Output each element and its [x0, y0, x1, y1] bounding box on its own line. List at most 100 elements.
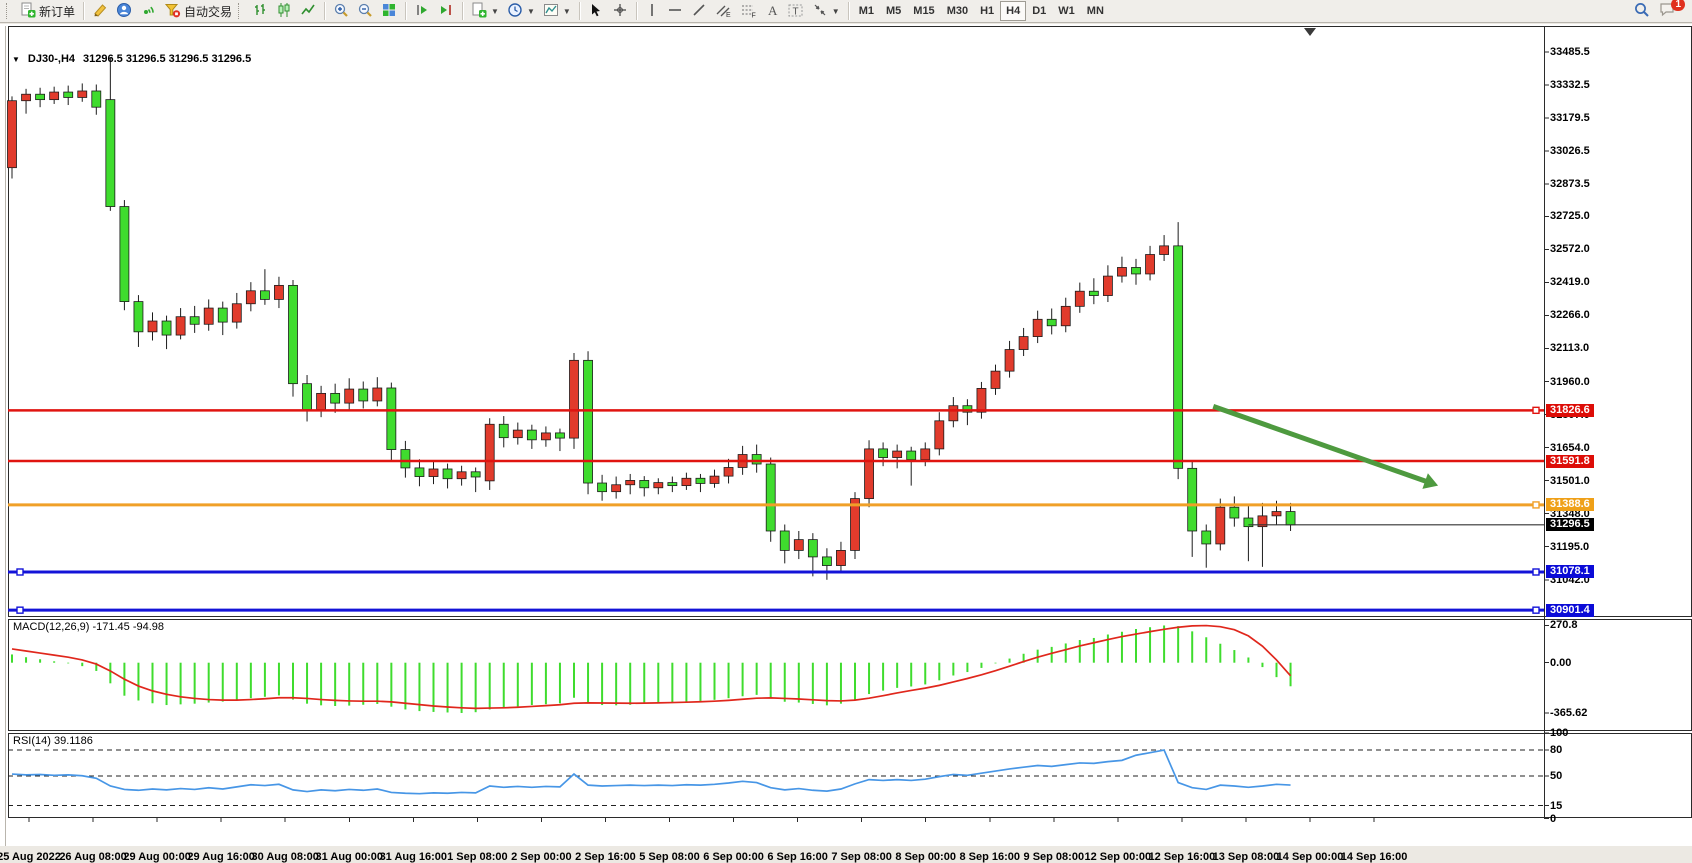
chart-window[interactable]: ▼ DJ30-,H4 31296.5 31296.5 31296.5 31296… [0, 24, 1692, 863]
cursor-arrow-icon [588, 2, 604, 21]
candle-down [217, 307, 228, 323]
price-tick-label: 33485.5 [1550, 46, 1590, 58]
candle-down [1285, 511, 1296, 526]
time-tick-label: 5 Sep 08:00 [639, 851, 700, 863]
candle-down [779, 530, 790, 551]
timeframe-w1[interactable]: W1 [1058, 5, 1075, 17]
timeframe-d1[interactable]: D1 [1032, 5, 1047, 17]
signals-button[interactable] [136, 1, 160, 21]
candle-down [1173, 245, 1184, 469]
search-button[interactable] [1629, 1, 1654, 21]
trendline-tool[interactable] [687, 1, 711, 21]
notifications-button[interactable]: 1 [1654, 0, 1685, 21]
time-tick-label: 14 Sep 16:00 [1340, 851, 1408, 863]
candle-up [1060, 305, 1071, 327]
time-tick-label: 2 Sep 00:00 [511, 851, 572, 863]
line-chart-button[interactable] [296, 1, 320, 21]
tile-windows-button[interactable] [377, 1, 401, 21]
candle-up [1215, 506, 1226, 545]
toolbar-grip[interactable] [238, 3, 244, 19]
ohlc-bars-icon [252, 2, 268, 21]
time-tick-label: 1 Sep 08:00 [447, 851, 508, 863]
mql-community-button[interactable] [112, 1, 136, 21]
arrows-tool-dropdown[interactable]: ▼ [808, 1, 844, 21]
timeframe-h1[interactable]: H1 [980, 5, 995, 17]
bar-chart-button[interactable] [248, 1, 272, 21]
price-tick-label: 31960.0 [1550, 375, 1590, 388]
timeframe-m1[interactable]: M1 [858, 5, 874, 17]
candle-up [484, 423, 495, 482]
candle-down [442, 468, 453, 480]
auto-scroll-button[interactable] [410, 1, 434, 21]
candle-down [302, 383, 312, 410]
time-tick-label: 25 Aug 2022 [0, 851, 61, 863]
trend-arrow-shaft [1212, 403, 1430, 485]
toolbar-grip[interactable] [6, 3, 12, 19]
zoom-in-button[interactable] [329, 1, 353, 21]
price-tick-label: 32572.0 [1550, 243, 1590, 256]
chart-shift-button[interactable] [434, 1, 458, 21]
candle-down [470, 471, 481, 478]
crosshair-tool-button[interactable] [608, 1, 632, 21]
new-order-button[interactable]: 新订单 [16, 1, 79, 21]
autotrade-button[interactable]: 自动交易 [160, 1, 236, 21]
hline-anchor-marker [16, 568, 24, 576]
text-label-tool[interactable]: T [783, 1, 808, 21]
vertical-line-tool[interactable] [641, 1, 663, 21]
horizontal-line-tool[interactable] [663, 1, 687, 21]
new-order-icon [20, 2, 36, 21]
candlestick-chart-button[interactable] [272, 1, 296, 21]
search-icon [1633, 1, 1650, 21]
candle-up [625, 480, 636, 486]
candle-down [906, 450, 917, 461]
symbol-dropdown-icon[interactable]: ▼ [12, 54, 20, 64]
zoom-out-button[interactable] [353, 1, 377, 21]
styler-button[interactable] [88, 1, 112, 21]
time-tick-label: 9 Sep 08:00 [1023, 851, 1085, 863]
candle-down [35, 93, 45, 101]
time-tick-label: 6 Sep 16:00 [767, 851, 828, 863]
indicators-dropdown[interactable]: ▼ [539, 1, 575, 21]
text-tool[interactable]: A [761, 1, 783, 21]
candle-up [1103, 275, 1113, 296]
candle-up [77, 90, 88, 98]
fibonacci-icon: F [740, 2, 757, 21]
zoom-out-icon [357, 2, 373, 21]
candle-up [723, 467, 734, 477]
chevron-down-icon: ▼ [491, 6, 499, 16]
candle-up [1271, 511, 1282, 517]
macd-indicator-label: MACD(12,26,9) -171.45 -94.98 [13, 621, 165, 633]
timeframe-m5[interactable]: M5 [886, 5, 902, 17]
candle-up [1257, 515, 1268, 528]
chart-ohlc-quotes: 31296.5 31296.5 31296.5 31296.5 [83, 53, 252, 65]
candle-up [1145, 254, 1155, 275]
profiles-dropdown[interactable]: ▼ [503, 1, 539, 21]
candle-up [274, 284, 284, 300]
hline-anchor-marker [1532, 606, 1540, 614]
timeframe-h4[interactable]: H4 [1000, 1, 1027, 21]
price-level-tag: 30901.4 [1546, 603, 1594, 617]
timeframe-m15[interactable]: M15 [913, 5, 935, 17]
time-tick-label: 12 Sep 16:00 [1148, 851, 1216, 863]
cursor-tool-button[interactable] [584, 1, 608, 21]
fibonacci-tool[interactable]: F [736, 1, 761, 21]
timeframe-mn[interactable]: MN [1086, 5, 1104, 17]
price-tick-label: 32113.0 [1550, 342, 1590, 355]
candle-up [175, 316, 186, 336]
chart-canvas[interactable] [0, 24, 1692, 849]
time-tick-label: 26 Aug 08:00 [59, 851, 127, 863]
timeframe-m30[interactable]: M30 [946, 5, 969, 17]
current-price-tag: 31296.5 [1546, 518, 1594, 532]
new-chart-dropdown[interactable]: ▼ [467, 1, 503, 21]
candle-down [105, 99, 116, 207]
candle-down [1131, 267, 1141, 275]
candles-icon [276, 2, 292, 21]
candle-up [653, 482, 664, 489]
equidistant-channel-tool[interactable]: E [711, 1, 736, 21]
time-tick-label: 8 Sep 16:00 [959, 851, 1021, 863]
candle-up [21, 93, 31, 102]
candle-down [751, 454, 762, 465]
price-level-tag: 31591.8 [1546, 454, 1594, 468]
candle-down [63, 91, 74, 98]
candle-up [864, 448, 874, 499]
